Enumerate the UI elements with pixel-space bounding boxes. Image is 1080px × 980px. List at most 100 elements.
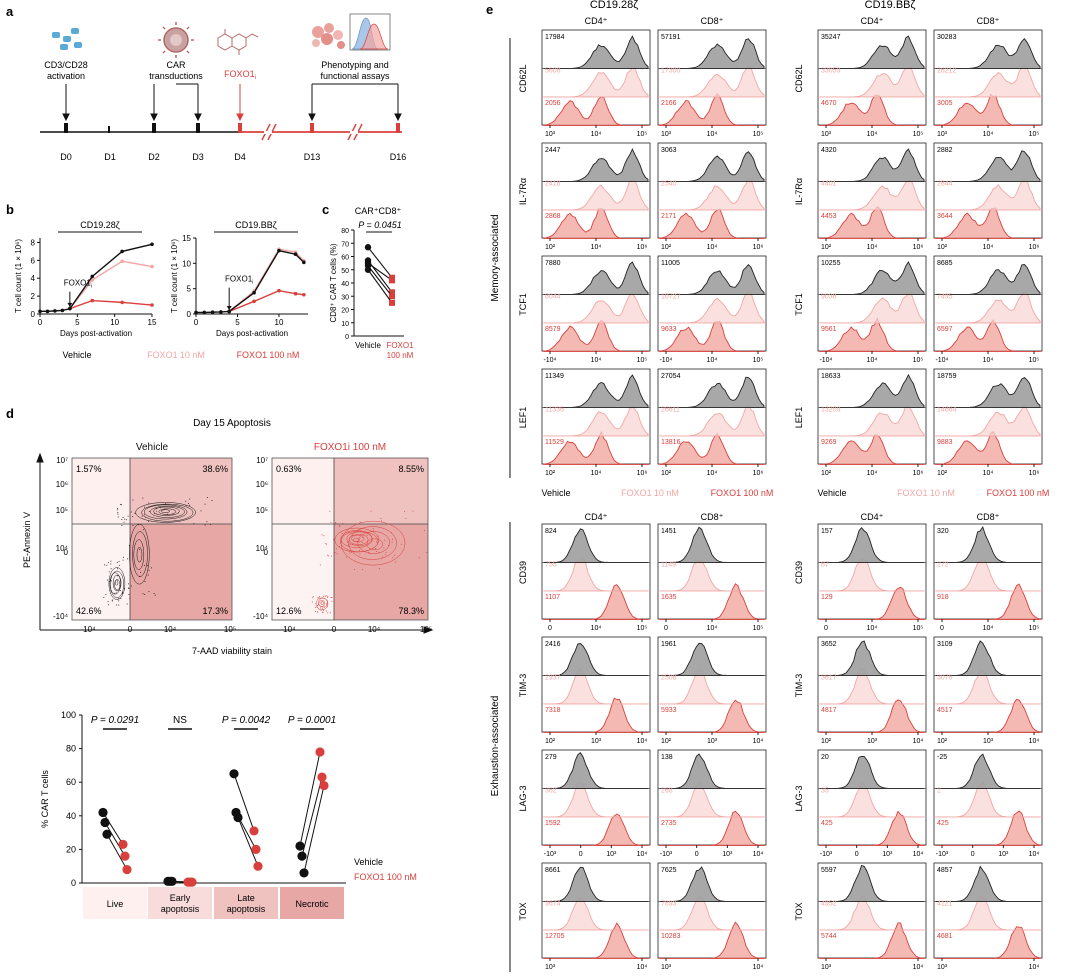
histogram-CD39-2: 157 87 129 0 10⁴ 10⁵ [817, 523, 927, 632]
event-dot [106, 579, 108, 581]
x-tick-label: -10⁴ [281, 625, 297, 634]
mfi-vehicle: 1961 [661, 641, 677, 648]
series-line [69, 260, 153, 310]
event-dot [110, 560, 112, 562]
event-dot [132, 499, 134, 501]
quadrant-q4 [130, 524, 232, 620]
mfi-vehicle: 3063 [661, 147, 677, 154]
data-point [90, 274, 95, 279]
cell-type-header: CD8⁺ [977, 512, 1000, 522]
data-point [202, 310, 207, 315]
event-dot [331, 596, 333, 598]
flow-xlabel: 7-AAD viability stain [192, 646, 272, 656]
y-axis-title: % CAR T cells [40, 770, 50, 828]
x-tick-label: 10 [110, 318, 119, 327]
density-contour [141, 503, 194, 522]
y-tick-label: 10⁵ [56, 506, 68, 515]
event-dot [325, 595, 327, 597]
quadrant-percent-q1: 0.63% [276, 464, 302, 474]
event-dot [139, 548, 141, 550]
event-dot [127, 558, 129, 560]
event-dot [321, 534, 323, 536]
histogram-CD39-3: 320 272 918 0 10⁴ 10⁵ [933, 523, 1043, 632]
histogram-frame [817, 523, 927, 620]
event-dot [206, 521, 208, 523]
category-label: Live [107, 899, 124, 909]
event-dot [204, 524, 206, 526]
x-tick-label: 10⁴ [1029, 738, 1040, 745]
event-dot [124, 588, 126, 590]
x-tick-label: 10⁴ [591, 357, 602, 364]
x-tick-label: 10⁴ [164, 625, 177, 634]
event-dot [187, 502, 189, 504]
event-dot [159, 506, 161, 508]
x-tick-label: 0 [695, 851, 699, 858]
quadrant-percent-q1: 1.57% [76, 464, 102, 474]
day-label: D3 [192, 152, 204, 162]
histogram-TOX-1: 7625 7893 10283 10³ 10⁴ [657, 862, 767, 971]
density-contour [135, 502, 196, 523]
y-tick-label: 10⁶ [56, 480, 68, 489]
x-tick-label: 10² [661, 470, 672, 477]
histogram-LEF1-2: 18633 13209 9269 10² 10⁴ 10⁶ [817, 368, 927, 477]
event-dot [172, 514, 174, 516]
event-dot [320, 607, 322, 609]
x-tick-label: 0 [971, 851, 975, 858]
histogram-TOX-0: 8661 9674 12705 10³ 10⁴ [541, 862, 651, 971]
event-dot [121, 592, 123, 594]
event-dot [359, 553, 361, 555]
event-dot [315, 611, 317, 613]
histogram-CD62L-0: 17984 5608 2056 10³ 10⁴ 10⁵ [541, 29, 651, 138]
x-tick-label: 10⁶ [1029, 244, 1040, 251]
event-d0-text1: CD3/CD28 [44, 60, 88, 70]
mfi-foxo100: 10283 [661, 933, 681, 940]
event-dot [348, 549, 350, 551]
x-axis-title: Days post-activation [216, 329, 288, 338]
event-dot [103, 596, 105, 598]
x-tick-label: 10⁴ [1029, 851, 1040, 858]
event-dot [105, 594, 107, 596]
event-dot [144, 564, 146, 566]
legend-vehicle: Vehicle [541, 488, 570, 498]
event-dot [142, 593, 144, 595]
category-label: FOXO1 [386, 341, 414, 350]
x-tick-label: 10⁴ [753, 738, 764, 745]
event-dot [342, 533, 344, 535]
event-dot [110, 568, 112, 570]
mfi-foxo100: 12705 [545, 933, 565, 940]
y-tick-label: 4 [31, 274, 36, 283]
x-tick-label: 10³ [882, 851, 893, 858]
event-dot [117, 509, 119, 511]
x-tick-label: 10² [937, 244, 948, 251]
x-tick-label: -10⁴ [935, 357, 948, 364]
x-tick-label: 10³ [661, 131, 672, 138]
event-dot [326, 596, 328, 598]
x-tick-label: 10 [275, 318, 284, 327]
vehicle-point [100, 817, 110, 828]
data-point [120, 249, 124, 254]
x-tick-label: 10⁴ [913, 851, 924, 858]
category-box [148, 887, 212, 919]
mfi-foxo10: 4121 [937, 901, 953, 908]
x-tick-label: 10³ [545, 131, 556, 138]
event-dot [400, 543, 402, 545]
x-tick-label: 10² [545, 470, 556, 477]
event-dot [376, 550, 378, 552]
cell-type-header: CD8⁺ [701, 512, 724, 522]
histogram-TIM-3-0: 2416 2937 7318 10² 10³ 10⁴ [541, 636, 651, 745]
event-dot [110, 563, 112, 565]
foxo-point [389, 293, 395, 300]
vehicle-point [364, 266, 372, 273]
series-line [69, 299, 153, 310]
pair-line [299, 751, 321, 847]
legend-vehicle: Vehicle [354, 857, 383, 867]
mfi-foxo100: 1107 [545, 594, 560, 601]
event-dot [323, 595, 325, 597]
legend-foxo100: FOXO1 100 nM [354, 872, 417, 882]
event-dot [120, 504, 122, 506]
data-point [53, 309, 57, 313]
mfi-foxo100: 9633 [661, 326, 677, 333]
pair-line [233, 773, 255, 832]
event-dot [118, 564, 120, 566]
density-contour [129, 523, 150, 585]
